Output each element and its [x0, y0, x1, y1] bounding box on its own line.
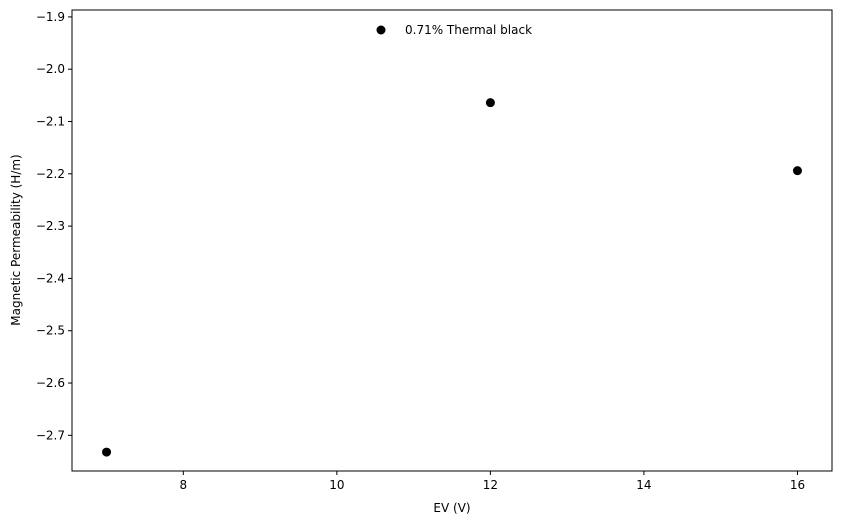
data-point: [792, 166, 802, 176]
y-tick-label: −2.4: [36, 271, 65, 285]
legend: 0.71% Thermal black: [376, 23, 532, 37]
y-tick-label: −2.6: [36, 376, 65, 390]
data-point: [102, 447, 112, 457]
y-tick-label: −2.5: [36, 324, 65, 338]
y-tick-label: −2.3: [36, 219, 65, 233]
x-axis-label: EV (V): [433, 501, 470, 515]
y-tick-label: −2.7: [36, 428, 65, 442]
legend-marker: [376, 25, 386, 35]
y-axis-ticks: −2.7 −2.6 −2.5 −2.4 −2.3 −2.2 −2.1 −2.0 −1.9: [36, 10, 72, 442]
x-axis-ticks: 8 10 12 14 16: [179, 471, 805, 492]
x-tick-label: 12: [483, 478, 498, 492]
data-points: [102, 98, 802, 457]
y-axis-label: Magnetic Permeability (H/m): [9, 154, 23, 325]
x-tick-label: 8: [179, 478, 187, 492]
legend-label: 0.71% Thermal black: [405, 23, 532, 37]
x-tick-label: 10: [329, 478, 344, 492]
y-tick-label: −2.0: [36, 62, 65, 76]
x-tick-label: 16: [790, 478, 805, 492]
y-tick-label: −2.1: [36, 115, 65, 129]
y-tick-label: −1.9: [36, 10, 65, 24]
data-point: [485, 98, 495, 108]
plot-area-frame: [71, 9, 833, 472]
y-tick-label: −2.2: [36, 167, 65, 181]
x-tick-label: 14: [636, 478, 651, 492]
